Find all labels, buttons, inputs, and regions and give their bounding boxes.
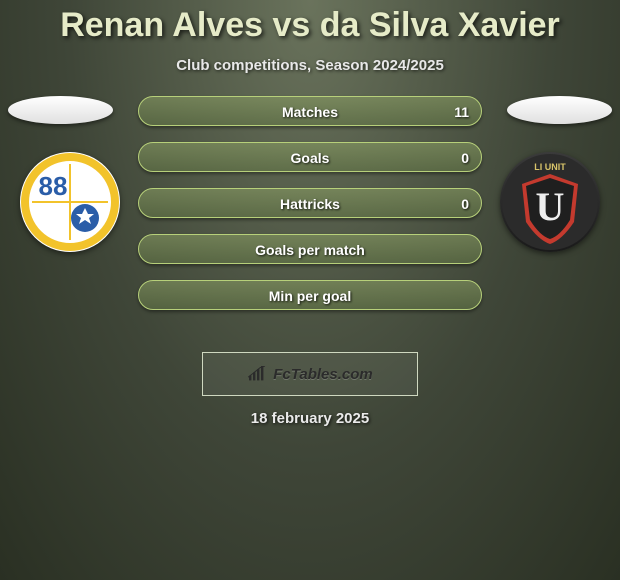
infographic-root: Renan Alves vs da Silva Xavier Club comp… <box>0 0 620 580</box>
stat-row-min-per-goal: Min per goal <box>138 280 482 310</box>
bar-chart-icon <box>247 366 267 382</box>
watermark-box: FcTables.com <box>202 352 418 396</box>
date-text: 18 february 2025 <box>0 410 620 427</box>
club-badge-left: 88 <box>20 152 120 252</box>
stat-right-value: 11 <box>454 97 469 127</box>
comparison-title: Renan Alves vs da Silva Xavier <box>0 0 620 45</box>
stat-row-matches: Matches 11 <box>138 96 482 126</box>
player-left-name: Renan Alves <box>60 6 263 44</box>
stat-label: Matches <box>139 97 481 127</box>
watermark-text: FcTables.com <box>273 366 372 383</box>
stat-label: Goals <box>139 143 481 173</box>
stat-rows: Matches 11 Goals 0 Hattricks 0 Goals per… <box>138 96 482 326</box>
player-right-name: da Silva Xavier <box>320 6 560 44</box>
vs-text: vs <box>272 6 310 44</box>
club-badge-right: LI UNIT U <box>500 152 600 252</box>
badge-left-number: 88 <box>39 171 68 201</box>
stat-row-goals: Goals 0 <box>138 142 482 172</box>
badge-right-top-text: LI UNIT <box>534 162 566 172</box>
avatar-placeholder-right <box>507 96 612 124</box>
stat-row-hattricks: Hattricks 0 <box>138 188 482 218</box>
stats-container: 88 LI UNIT U Matches 11 <box>0 104 620 364</box>
stat-label: Hattricks <box>139 189 481 219</box>
club-badge-right-svg: LI UNIT U <box>500 152 600 252</box>
stat-label: Goals per match <box>139 235 481 265</box>
stat-row-goals-per-match: Goals per match <box>138 234 482 264</box>
subtitle: Club competitions, Season 2024/2025 <box>0 57 620 74</box>
stat-right-value: 0 <box>461 189 469 219</box>
badge-right-letter: U <box>536 184 565 229</box>
stat-label: Min per goal <box>139 281 481 311</box>
avatar-placeholder-left <box>8 96 113 124</box>
stat-right-value: 0 <box>461 143 469 173</box>
club-badge-left-svg: 88 <box>20 152 120 252</box>
